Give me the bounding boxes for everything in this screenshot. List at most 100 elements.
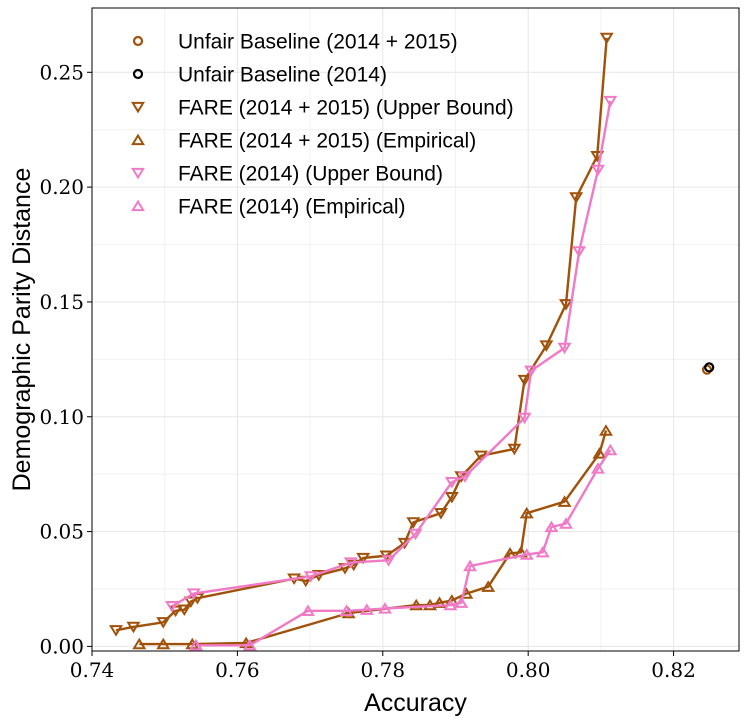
legend-label: Unfair Baseline (2014) — [178, 64, 387, 87]
series-line — [196, 449, 612, 647]
data-point — [300, 604, 315, 616]
data-point — [457, 471, 472, 483]
data-point — [156, 617, 171, 629]
data-point — [519, 548, 534, 560]
data-point — [168, 605, 183, 618]
data-point — [408, 528, 423, 541]
data-point — [183, 596, 198, 608]
series-1 — [701, 364, 713, 375]
series-line — [171, 100, 612, 608]
data-point — [432, 596, 447, 608]
legend-label: FARE (2014 + 2015) (Empirical) — [178, 130, 476, 153]
legend-item: Unfair Baseline (2014 + 2015) — [132, 31, 458, 54]
legend-marker — [131, 101, 145, 114]
data-point — [177, 604, 192, 617]
data-point — [126, 621, 141, 634]
legend-marker — [131, 133, 145, 146]
data-point — [519, 506, 534, 519]
data-point — [590, 462, 605, 474]
legend-label: Unfair Baseline (2014 + 2015) — [178, 31, 458, 54]
plot-frame — [91, 7, 740, 652]
y-tick-label: 0.00 — [39, 634, 84, 658]
legend-marker — [131, 167, 145, 180]
data-point — [381, 555, 396, 567]
data-point — [524, 365, 539, 378]
series-line — [139, 430, 608, 646]
series-6 — [188, 443, 618, 651]
legend-item: FARE (2014 + 2015) (Upper Bound) — [131, 97, 514, 120]
x-tick-label: 0.74 — [70, 658, 115, 682]
data-point — [701, 364, 713, 375]
data-point — [164, 601, 179, 613]
data-point — [599, 32, 614, 45]
data-point — [339, 604, 354, 616]
data-point — [507, 443, 522, 456]
series-2 — [704, 362, 715, 373]
x-tick-label: 0.82 — [651, 658, 696, 682]
legend-item: Unfair Baseline (2014) — [132, 64, 387, 87]
legend-label: FARE (2014) (Upper Bound) — [178, 163, 443, 186]
data-point — [356, 552, 371, 565]
data-point — [406, 517, 421, 529]
x-tick-label: 0.76 — [215, 658, 260, 682]
x-tick-label: 0.80 — [506, 658, 551, 682]
data-point — [603, 443, 618, 456]
data-point — [569, 192, 584, 204]
x-axis-title: Accuracy — [364, 689, 467, 717]
data-point — [377, 602, 392, 614]
y-tick-label: 0.20 — [39, 175, 84, 199]
data-point — [539, 340, 554, 352]
y-tick-label: 0.25 — [39, 60, 84, 84]
data-point — [359, 603, 374, 615]
series-5 — [164, 95, 618, 613]
series-layer — [109, 32, 715, 651]
legend-marker — [132, 68, 144, 80]
data-point — [559, 517, 573, 529]
legend-item: FARE (2014) (Upper Bound) — [131, 163, 443, 186]
data-point — [590, 164, 605, 177]
data-point — [186, 588, 201, 600]
legend-marker — [132, 35, 144, 47]
legend: Unfair Baseline (2014 + 2015) Unfair Base… — [131, 31, 514, 219]
data-point — [242, 638, 257, 651]
y-tick-label: 0.10 — [39, 405, 84, 429]
axes: 0.74 0.76 0.78 0.80 0.82 0.00 0.05 0.10 0.15 0.20… — [39, 60, 695, 682]
data-point — [343, 557, 358, 569]
data-point — [517, 412, 532, 425]
data-point — [598, 424, 613, 436]
data-point — [517, 374, 532, 387]
legend-label: FARE (2014) (Empirical) — [178, 196, 406, 219]
legend-label: FARE (2014 + 2015) (Upper Bound) — [178, 97, 514, 120]
data-point — [603, 95, 618, 108]
y-tick-label: 0.05 — [39, 520, 84, 544]
data-point — [156, 637, 171, 650]
data-point — [109, 625, 123, 637]
data-point — [572, 246, 587, 258]
data-point — [409, 598, 424, 611]
data-point — [188, 638, 203, 651]
data-point — [132, 637, 147, 650]
data-point — [463, 559, 477, 572]
legend-item: FARE (2014) (Empirical) — [131, 196, 406, 219]
data-point — [454, 596, 469, 608]
data-point — [444, 477, 459, 489]
data-point — [443, 598, 458, 611]
legend-marker — [131, 199, 145, 212]
data-point — [481, 580, 496, 592]
data-point — [557, 495, 572, 507]
data-point — [444, 491, 459, 504]
data-point — [557, 342, 572, 355]
data-point — [433, 508, 448, 520]
y-tick-label: 0.15 — [39, 290, 84, 314]
data-point — [704, 362, 715, 373]
data-point — [592, 447, 607, 459]
y-axis-title: Demographic Parity Distance — [8, 168, 36, 492]
legend-item: FARE (2014 + 2015) (Empirical) — [131, 130, 476, 153]
data-point — [303, 571, 318, 583]
data-point — [559, 299, 573, 311]
data-point — [535, 545, 550, 558]
x-tick-label: 0.78 — [361, 658, 406, 682]
data-point — [544, 520, 559, 533]
